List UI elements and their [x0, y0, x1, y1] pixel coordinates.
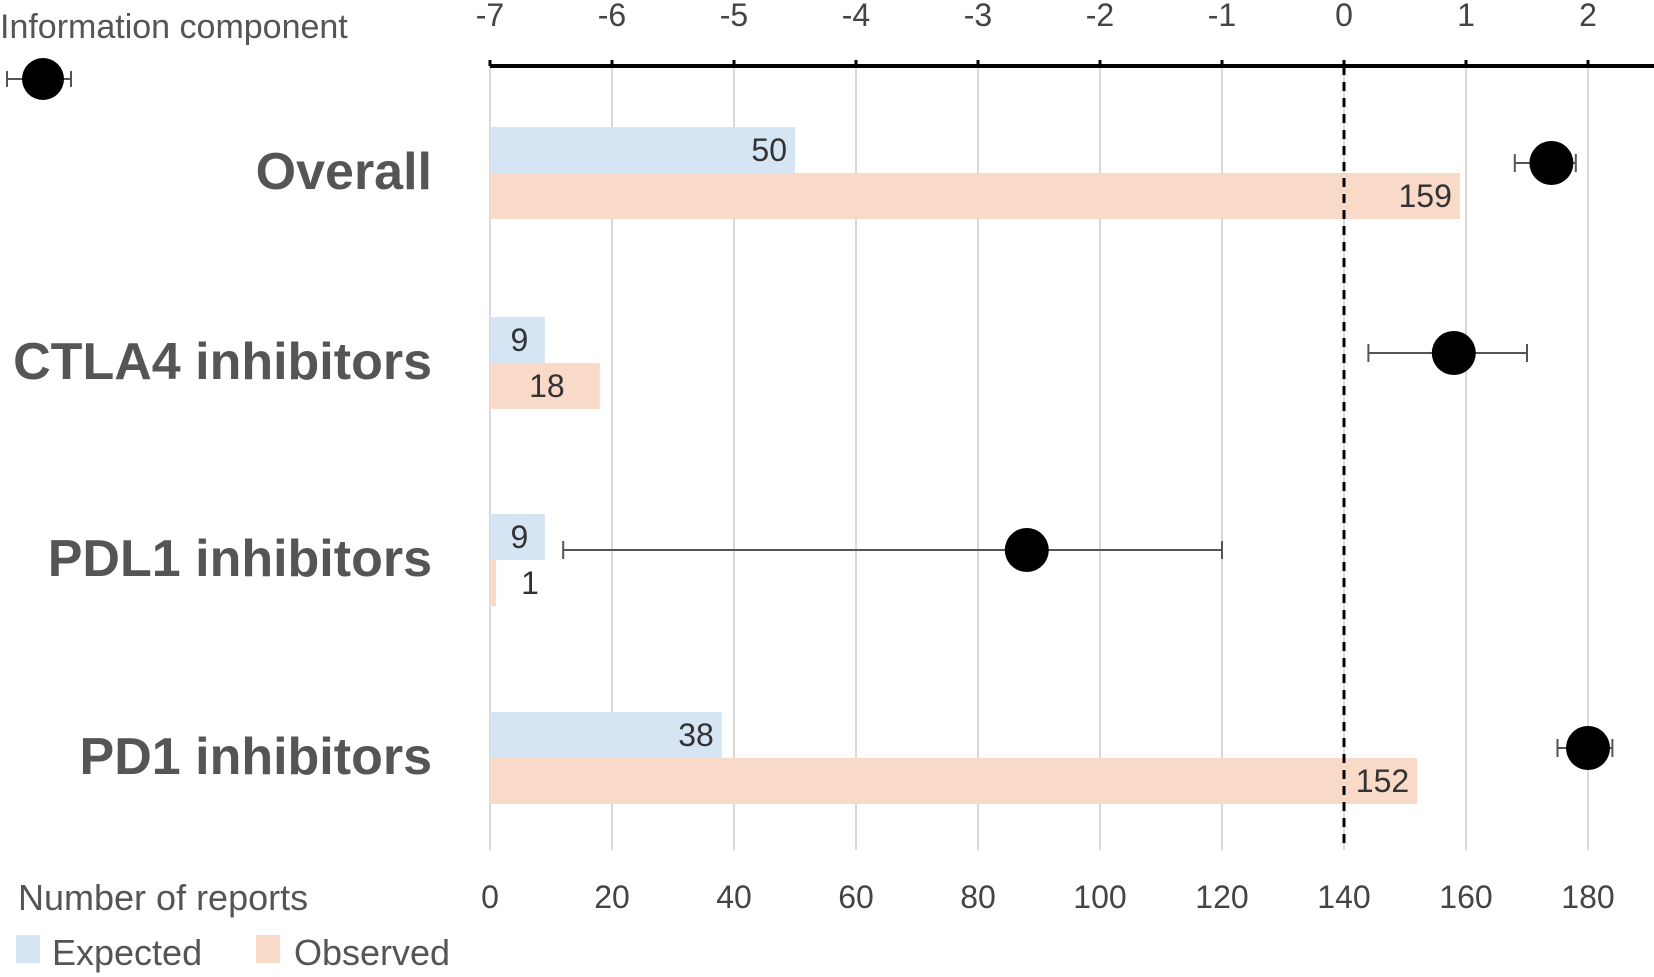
top-tick-label: 1: [1457, 0, 1475, 33]
bar-observed: [490, 560, 497, 606]
bottom-tick-label: 120: [1195, 879, 1248, 915]
bar-label-observed: 1: [521, 565, 539, 601]
top-tick-label: -4: [842, 0, 870, 33]
legend-label-observed: Observed: [294, 932, 450, 973]
top-tick-label: 0: [1335, 0, 1353, 33]
bar-observed: [490, 173, 1460, 219]
top-axis-title: Information component: [0, 8, 348, 46]
category-label: Overall: [256, 143, 432, 201]
ic-legend-marker: [6, 58, 72, 100]
bottom-tick-label: 100: [1073, 879, 1126, 915]
bar-label-observed: 152: [1356, 763, 1409, 799]
top-tick-label: -1: [1208, 0, 1236, 33]
bottom-tick-label: 20: [594, 879, 630, 915]
top-tick-label: -7: [476, 0, 504, 33]
information-component-points: [562, 141, 1614, 770]
bar-label-expected: 38: [678, 717, 714, 753]
bar-label-expected: 50: [751, 132, 787, 168]
ic-point: [1431, 331, 1476, 375]
bottom-tick-label: 160: [1439, 879, 1492, 915]
top-tick-label: -6: [598, 0, 626, 33]
bar-label-observed: 159: [1399, 178, 1452, 214]
bar-observed: [490, 758, 1418, 804]
ic-legend-dot: [22, 58, 64, 100]
top-axis: -7 -6 -5 -4 -3 -2 -1 0 1 2: [476, 0, 1654, 68]
bar-label-expected: 9: [511, 519, 529, 555]
top-tick-label: -5: [720, 0, 748, 33]
bottom-axis: 0 20 40 60 80 100 120 140 160 180: [481, 879, 1615, 915]
ic-point: [1566, 726, 1610, 770]
bottom-tick-label: 0: [481, 879, 499, 915]
category-label: CTLA4 inhibitors: [13, 333, 432, 391]
bar-label-observed: 18: [529, 368, 565, 404]
top-tick-label: 2: [1579, 0, 1597, 33]
legend-swatch-observed: [256, 935, 280, 963]
bottom-tick-label: 60: [838, 879, 874, 915]
bottom-tick-label: 80: [960, 879, 996, 915]
bottom-axis-title: Number of reports: [18, 877, 308, 918]
top-tick-label: -2: [1086, 0, 1114, 33]
ic-point: [1004, 528, 1049, 572]
top-tick-label: -3: [964, 0, 992, 33]
bottom-tick-label: 40: [716, 879, 752, 915]
bar-expected: [490, 127, 795, 173]
bottom-tick-label: 180: [1561, 879, 1614, 915]
bottom-tick-label: 140: [1317, 879, 1370, 915]
category-labels: Overall CTLA4 inhibitors PDL1 inhibitors PD…: [13, 143, 432, 786]
bar-expected: [490, 712, 722, 758]
bar-observed: [490, 363, 600, 409]
legend-label-expected: Expected: [52, 932, 202, 973]
legend-swatch-expected: [16, 935, 40, 963]
ic-point: [1529, 141, 1574, 185]
category-label: PDL1 inhibitors: [48, 530, 432, 588]
bar-label-expected: 9: [511, 322, 529, 358]
bar-expected: [490, 514, 545, 560]
category-label: PD1 inhibitors: [80, 728, 432, 786]
bar-expected: [490, 317, 545, 363]
legend: Expected Observed: [16, 932, 450, 973]
